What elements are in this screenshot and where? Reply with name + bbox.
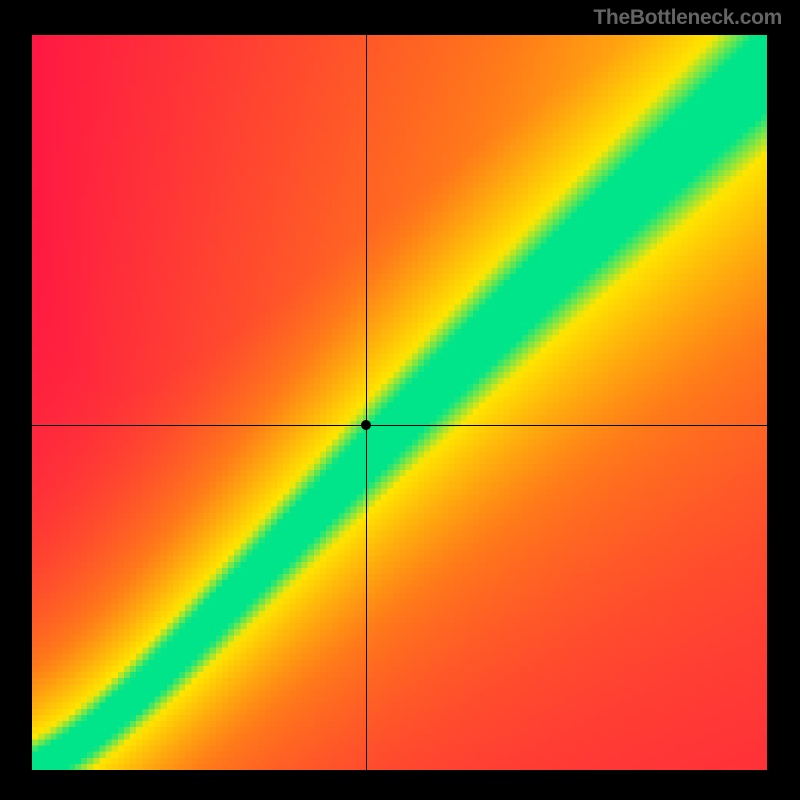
watermark-text: TheBottleneck.com [593,6,782,30]
crosshair-vertical [366,35,367,770]
crosshair-horizontal [32,425,767,426]
crosshair-marker [361,420,371,430]
heatmap-plot [32,35,767,770]
heatmap-canvas [32,35,767,770]
